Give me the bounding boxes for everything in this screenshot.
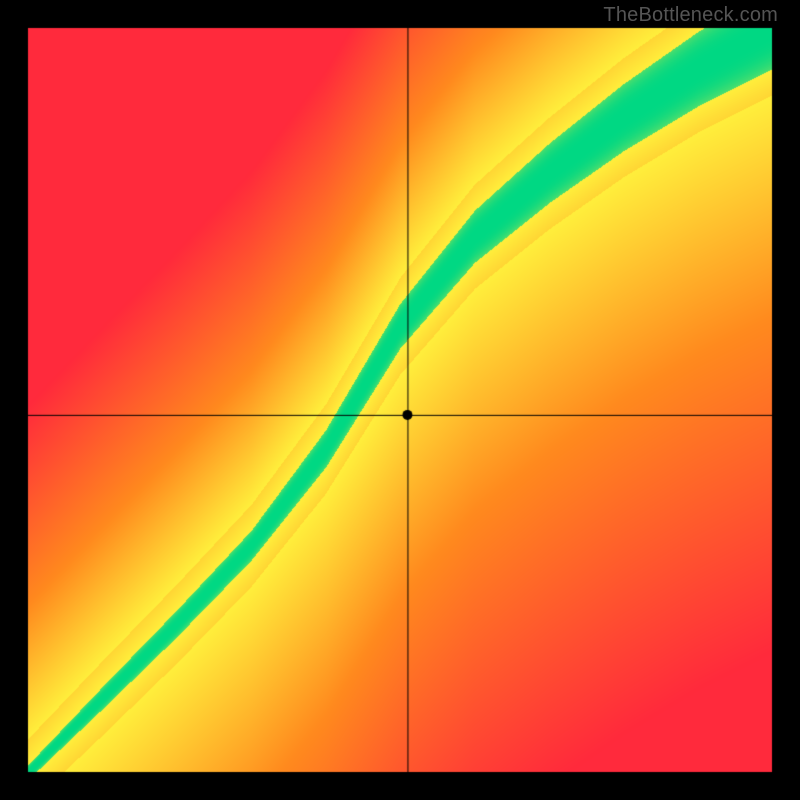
chart-container: TheBottleneck.com	[0, 0, 800, 800]
watermark-text: TheBottleneck.com	[603, 4, 778, 27]
heatmap-canvas	[0, 0, 800, 800]
